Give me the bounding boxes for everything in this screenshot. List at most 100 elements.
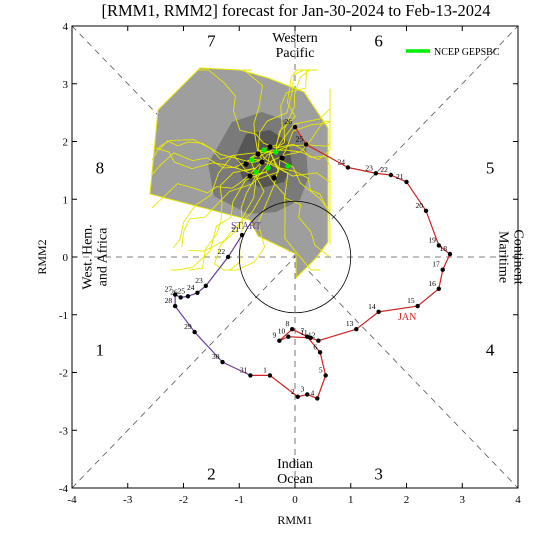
track-segment bbox=[291, 328, 308, 338]
track-point bbox=[305, 392, 310, 397]
track-point bbox=[436, 286, 442, 291]
chart-title: [RMM1, RMM2] forecast for Jan-30-2024 to… bbox=[101, 1, 490, 20]
y-tick-label: 0 bbox=[63, 252, 69, 264]
track-point bbox=[315, 396, 320, 401]
x-tick-label: 1 bbox=[348, 494, 354, 506]
ensemble-member-line bbox=[230, 151, 279, 271]
track-point-label: 6 bbox=[313, 342, 317, 351]
phase-number: 3 bbox=[374, 465, 383, 484]
x-axis-label: RMM1 bbox=[277, 513, 312, 527]
track-point bbox=[323, 373, 328, 378]
track-point bbox=[447, 251, 453, 257]
track-point-label: 23 bbox=[365, 163, 373, 172]
track-point bbox=[440, 267, 445, 272]
x-tick-label: -2 bbox=[179, 494, 188, 506]
ensemble-mean-point bbox=[279, 155, 285, 161]
track-segment bbox=[438, 244, 451, 255]
legend-label: NCEP GEPSBC bbox=[434, 47, 500, 58]
x-tick-label: 4 bbox=[515, 494, 521, 506]
track-point-label: 15 bbox=[407, 296, 415, 305]
track-point bbox=[423, 208, 429, 213]
ensemble-member-line bbox=[265, 105, 331, 173]
track-point bbox=[404, 179, 409, 185]
track-segment bbox=[442, 253, 451, 270]
ensemble-mean-point bbox=[249, 157, 255, 163]
track-point-label: 29 bbox=[184, 322, 192, 331]
track-segment bbox=[355, 311, 379, 330]
y-tick-label: -3 bbox=[59, 425, 69, 437]
track-point-label: 21 bbox=[396, 172, 404, 181]
track-point-label: 14 bbox=[368, 302, 376, 311]
region-label-maritime-continent: Continent bbox=[511, 229, 526, 284]
track-point bbox=[220, 359, 225, 365]
ensemble-member-line bbox=[188, 167, 257, 271]
track-point-label: 24 bbox=[187, 283, 195, 292]
track-segment bbox=[305, 143, 349, 169]
track-point-label: 27 bbox=[165, 285, 173, 294]
track-point bbox=[248, 373, 253, 378]
ensemble-member-line bbox=[151, 139, 257, 172]
ensemble-member-line bbox=[242, 69, 263, 161]
phase-number: 1 bbox=[96, 340, 105, 359]
ensemble-member-line bbox=[155, 147, 267, 176]
track-segment bbox=[425, 210, 440, 246]
track-point-label: 25 bbox=[296, 134, 304, 143]
track-segment bbox=[227, 234, 243, 258]
track-segment bbox=[347, 166, 376, 174]
track-point bbox=[290, 326, 295, 332]
track-point bbox=[317, 350, 323, 355]
track-point-label: 13 bbox=[346, 319, 354, 328]
ensemble-member-line bbox=[257, 149, 331, 213]
y-tick-label: 1 bbox=[63, 194, 69, 206]
track-point-label: 18 bbox=[439, 244, 447, 253]
y-axis-label: RMM2 bbox=[35, 239, 49, 274]
track-point-label: 3 bbox=[301, 384, 305, 393]
track-point bbox=[415, 303, 420, 309]
track-point-label: 20 bbox=[416, 201, 424, 210]
track-segment bbox=[375, 172, 391, 176]
track-point bbox=[239, 232, 245, 238]
ensemble-mean-point bbox=[267, 144, 273, 150]
ensemble-member-line bbox=[226, 159, 263, 271]
track-point-label: 26 bbox=[170, 287, 178, 296]
track-point bbox=[277, 338, 282, 343]
ensemble-mean-point bbox=[255, 151, 261, 157]
track-segment bbox=[294, 126, 307, 145]
track-segment bbox=[318, 328, 357, 342]
ensemble-member-line bbox=[249, 157, 331, 200]
track-segment bbox=[417, 288, 440, 307]
ensemble-mean-point bbox=[285, 163, 291, 169]
track-point-label: 17 bbox=[432, 260, 440, 269]
phase-number: 4 bbox=[486, 340, 495, 359]
unit-circle bbox=[238, 200, 352, 314]
track-segment bbox=[222, 361, 251, 376]
ensemble-member-line bbox=[265, 171, 321, 271]
track-segment bbox=[390, 174, 407, 183]
ensemble-mean-points bbox=[243, 144, 291, 181]
track-segment bbox=[378, 305, 418, 313]
track-point-label: 24 bbox=[337, 157, 345, 166]
phase-number: 7 bbox=[207, 31, 216, 50]
x-tick-label: 3 bbox=[460, 494, 466, 506]
track-point-label: 21 bbox=[232, 225, 240, 234]
track-point-label: 19 bbox=[428, 235, 436, 244]
y-tick-label: -2 bbox=[59, 368, 68, 380]
track-point-label: 22 bbox=[380, 165, 388, 174]
ensemble-member-line bbox=[269, 151, 331, 258]
legend: NCEP GEPSBC bbox=[406, 47, 500, 58]
ensemble-member-line bbox=[257, 69, 312, 151]
track-segment bbox=[269, 374, 299, 398]
ensemble-member-line bbox=[181, 151, 271, 247]
ensemble-spread bbox=[149, 67, 331, 280]
x-tick-label: 2 bbox=[404, 494, 410, 506]
track-point bbox=[178, 295, 183, 300]
ensemble-mean-point bbox=[261, 147, 267, 153]
track-point-label: 26 bbox=[285, 117, 293, 126]
ensemble-mean-point bbox=[259, 159, 265, 165]
ensemble-mean-point bbox=[273, 149, 279, 155]
x-tick-label: -4 bbox=[67, 494, 77, 506]
